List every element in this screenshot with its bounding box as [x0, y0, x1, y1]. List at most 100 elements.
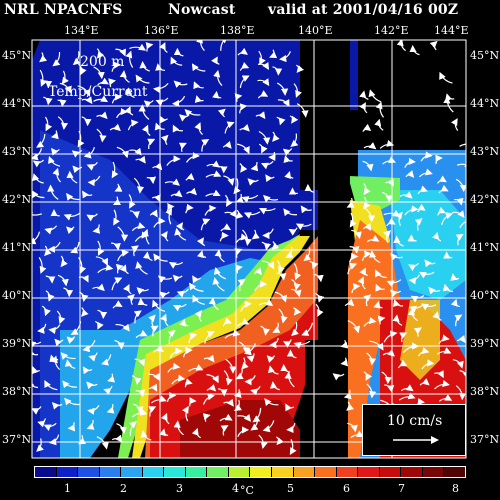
current-arrow [160, 412, 170, 425]
lon-label: 134°E [64, 24, 99, 37]
current-arrow [111, 61, 121, 72]
current-arrow [201, 138, 210, 152]
current-arrow [148, 406, 157, 417]
current-arrow [155, 97, 169, 107]
current-arrow [178, 142, 187, 152]
current-arrow [274, 291, 288, 303]
velocity-scale-label: 10 cm/s [387, 413, 443, 429]
current-arrow [289, 439, 297, 456]
current-arrow [258, 143, 268, 154]
field-label: Temp/Current [48, 84, 148, 100]
current-arrow [407, 308, 418, 322]
current-arrow [279, 51, 291, 63]
current-arrow [188, 364, 204, 372]
current-arrow [304, 183, 315, 193]
current-arrow [148, 372, 160, 381]
current-arrow [219, 413, 233, 422]
current-arrow [373, 300, 383, 309]
current-arrow [133, 310, 142, 324]
current-arrow [295, 223, 312, 231]
current-arrow [239, 123, 250, 132]
current-arrow [375, 269, 387, 279]
current-arrow [184, 109, 201, 117]
current-arrow [255, 111, 266, 120]
current-arrow [81, 116, 92, 127]
current-arrow [172, 95, 186, 107]
current-arrow [269, 337, 279, 349]
current-arrow [340, 339, 349, 349]
current-arrow [92, 283, 105, 292]
temperature-colorbar [34, 466, 466, 478]
current-arrow [251, 229, 260, 240]
current-arrow [128, 194, 136, 209]
current-arrow [86, 162, 98, 171]
lat-label: 40°N [2, 289, 32, 302]
current-arrow [97, 263, 114, 274]
current-arrow [368, 250, 381, 264]
current-arrow [213, 267, 226, 280]
colorbar-segment [379, 467, 402, 477]
current-arrow [250, 161, 259, 172]
current-arrow [224, 329, 241, 339]
current-arrow [443, 251, 453, 259]
current-arrow [38, 257, 47, 274]
current-arrow [259, 207, 276, 215]
current-arrow [173, 80, 188, 89]
current-arrow [293, 340, 311, 349]
lat-label: 42°N [2, 193, 32, 206]
current-arrow [301, 322, 314, 336]
lon-label: 144°E [434, 24, 469, 37]
current-arrow [39, 69, 48, 87]
current-arrow [257, 90, 269, 99]
current-arrow [50, 147, 60, 156]
current-arrow [44, 380, 58, 391]
current-arrow [117, 226, 129, 242]
current-arrow [70, 321, 82, 335]
current-arrow [92, 224, 101, 234]
current-arrow [152, 344, 164, 353]
current-arrow [185, 172, 195, 181]
current-arrow [441, 212, 454, 225]
colorbar-tick: 4 [232, 482, 239, 495]
current-arrow [196, 237, 206, 247]
current-arrow [291, 321, 299, 337]
current-arrow [290, 133, 299, 147]
current-arrow [159, 291, 170, 299]
current-arrow [283, 155, 293, 164]
velocity-scale-box: 10 cm/s [362, 404, 466, 456]
land-mask [358, 40, 388, 100]
current-arrow [36, 133, 46, 148]
current-arrow [456, 161, 466, 169]
current-arrow [284, 171, 294, 180]
current-arrow [237, 413, 252, 422]
current-arrow [296, 103, 309, 118]
current-arrow [239, 75, 250, 88]
current-arrow [455, 178, 466, 193]
current-arrow [386, 279, 402, 288]
current-arrow [125, 50, 134, 68]
current-arrow [286, 349, 297, 359]
current-arrow [276, 116, 286, 126]
current-arrow [218, 388, 228, 397]
lat-label: 45°N [2, 49, 32, 62]
current-arrow [135, 74, 150, 84]
current-arrow [250, 386, 261, 396]
current-arrow [233, 389, 242, 399]
current-arrow [276, 260, 285, 274]
colorbar-tick: 8 [452, 482, 459, 495]
current-arrow [213, 69, 223, 87]
current-arrow [313, 273, 324, 283]
land-mask [305, 340, 335, 458]
current-arrow [130, 245, 139, 257]
current-arrow [66, 170, 78, 184]
current-arrow [347, 320, 361, 334]
current-arrow [32, 159, 45, 168]
current-arrow [142, 251, 153, 261]
current-arrow [129, 210, 140, 219]
current-arrow [155, 63, 166, 71]
current-arrow [363, 371, 373, 381]
colorbar-segment [35, 467, 57, 477]
current-arrow [149, 209, 158, 218]
current-arrow [133, 177, 145, 194]
current-arrow [368, 89, 382, 103]
